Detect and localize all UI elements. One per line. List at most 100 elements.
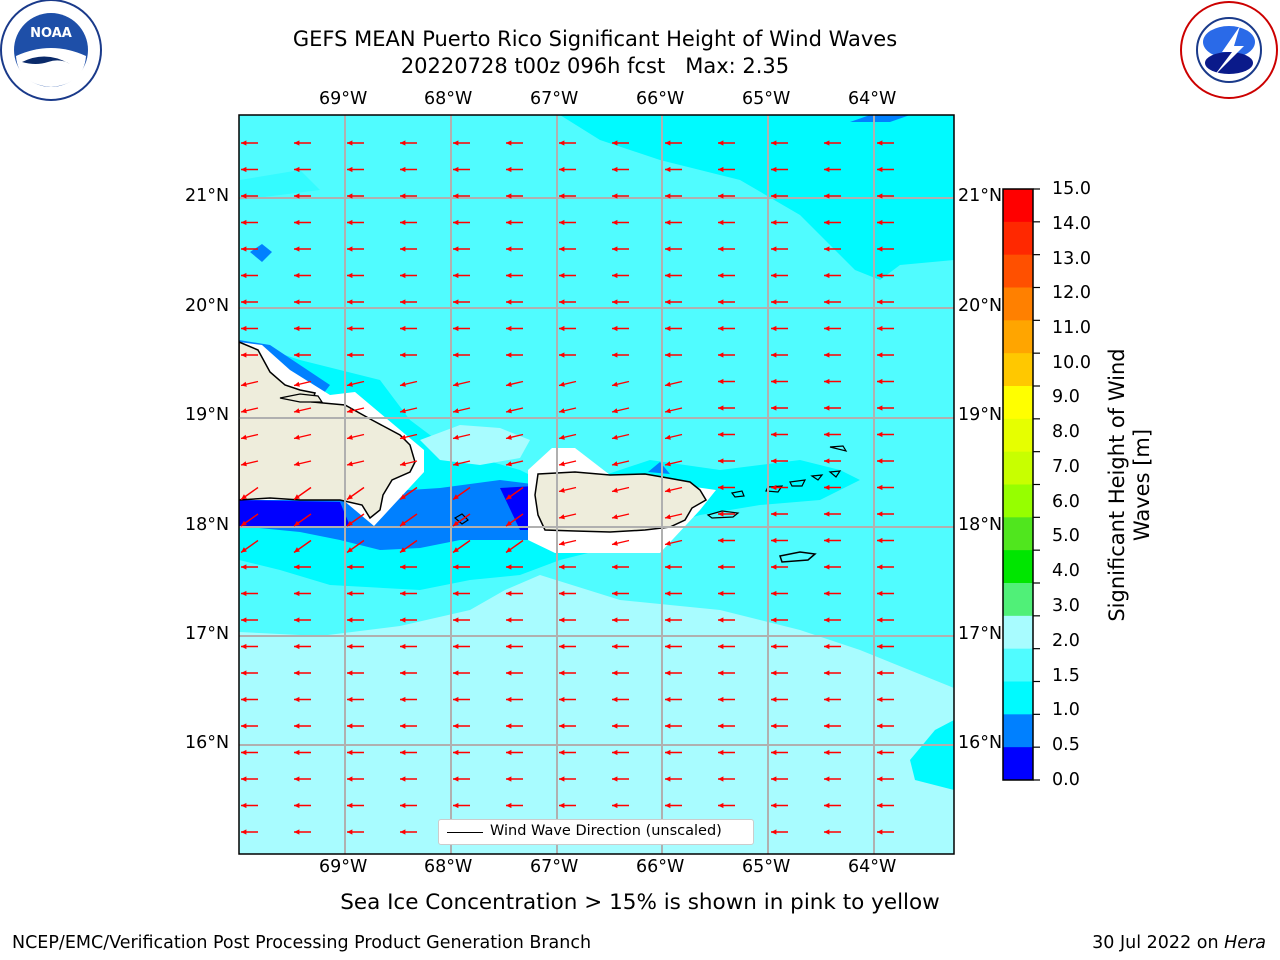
wave-arrow [559, 802, 576, 809]
colorbar-swatch [1003, 386, 1033, 420]
wave-arrow [771, 405, 788, 411]
wave-arrow [877, 166, 894, 173]
wave-arrow [665, 776, 682, 782]
lon-bottom-label: 68°W [424, 857, 473, 877]
wave-arrow [771, 537, 788, 544]
wave-arrow [241, 325, 258, 332]
wave-arrow [346, 513, 365, 527]
wave-arrow [347, 643, 364, 650]
lon-bottom-label: 67°W [530, 857, 579, 877]
wave-arrow [877, 564, 894, 570]
wave-arrow [347, 723, 364, 729]
wave-arrow [824, 140, 841, 146]
wave-arrow [293, 539, 312, 554]
colorbar-tick-label: 5.0 [1052, 526, 1080, 546]
wave-arrow [877, 378, 894, 385]
wave-arrow [771, 378, 788, 385]
wave-arrow [771, 749, 788, 756]
wave-arrow [824, 537, 841, 544]
lat-right-label: 16°N [958, 733, 1003, 753]
wave-arrow [611, 513, 630, 520]
colorbar-swatch [1003, 320, 1033, 354]
wave-arrow [824, 670, 841, 676]
chart-title: GEFS MEAN Puerto Rico Significant Height… [292, 27, 898, 51]
wave-arrow [612, 749, 629, 756]
wave-arrow [294, 749, 311, 756]
colorbar-swatch [1003, 550, 1033, 584]
wave-arrow [506, 166, 523, 173]
wave-arrow [664, 460, 683, 467]
wave-arrow [240, 486, 259, 501]
wave-arrow [824, 352, 841, 358]
wave-arrow [877, 352, 894, 358]
colorbar-swatch [1003, 615, 1033, 650]
wave-arrow [718, 325, 735, 332]
wave-arrow [453, 749, 470, 756]
wave-arrow [240, 433, 259, 440]
wave-arrow [453, 299, 470, 305]
wave-arrow [877, 590, 894, 597]
wave-arrow [347, 299, 364, 305]
wave-arrow [611, 486, 630, 493]
colorbar-swatch [1003, 714, 1033, 748]
wave-arrow [294, 564, 311, 570]
wave-arrow [400, 325, 417, 332]
wave-arrow [559, 564, 576, 570]
colorbar-swatch [1003, 583, 1033, 617]
wave-arrow [824, 378, 841, 385]
wave-arrow [505, 433, 524, 440]
wave-arrow [877, 802, 894, 809]
nws-logo-icon [1180, 1, 1278, 99]
wave-arrow [240, 407, 259, 414]
wave-arrow [559, 299, 576, 305]
wave-arrow [771, 484, 788, 491]
wave-arrow [665, 564, 682, 570]
wave-arrow [558, 460, 577, 467]
wave-arrow [665, 246, 682, 252]
wave-direction-arrows [240, 140, 894, 835]
wave-arrow [294, 352, 311, 358]
wave-arrow [241, 193, 258, 199]
legend-line-icon [447, 832, 483, 833]
wave-arrow [453, 219, 470, 226]
wave-arrow [824, 696, 841, 703]
wave-arrow [665, 299, 682, 305]
lat-left-label: 21°N [185, 186, 230, 206]
wave-arrow [771, 590, 788, 597]
wave-arrow [771, 776, 788, 782]
wave-arrow [718, 617, 735, 623]
wave-arrow [877, 643, 894, 650]
lat-left-label: 18°N [185, 515, 230, 535]
wave-arrow [824, 166, 841, 173]
wave-arrow [718, 670, 735, 676]
wave-arrow [241, 723, 258, 729]
wave-arrow [293, 380, 312, 387]
wave-arrow [718, 723, 735, 729]
colorbar-swatch [1003, 287, 1033, 321]
wave-arrow [294, 219, 311, 226]
wave-arrow [506, 590, 523, 597]
wave-arrow [559, 352, 576, 358]
wave-arrow [347, 219, 364, 226]
wave-arrow [612, 166, 629, 173]
wave-arrow [558, 380, 577, 387]
wave-arrow [877, 829, 894, 835]
sea-ice-note: Sea Ice Concentration > 15% is shown in … [340, 890, 940, 915]
wave-arrow [558, 486, 577, 493]
wave-arrow [505, 486, 524, 501]
wave-arrow [824, 219, 841, 226]
wave-arrow [824, 272, 841, 279]
wave-arrow [612, 564, 629, 570]
wave-arrow [771, 670, 788, 676]
wave-arrow [558, 513, 577, 520]
wave-arrow [718, 246, 735, 252]
wave-arrow [665, 352, 682, 358]
wave-arrow [612, 193, 629, 199]
wave-arrow [452, 433, 471, 440]
wave-arrow [506, 299, 523, 305]
wave-arrow [347, 272, 364, 279]
wave-arrow [347, 617, 364, 623]
wave-arrow [453, 643, 470, 650]
wave-arrow [611, 380, 630, 387]
